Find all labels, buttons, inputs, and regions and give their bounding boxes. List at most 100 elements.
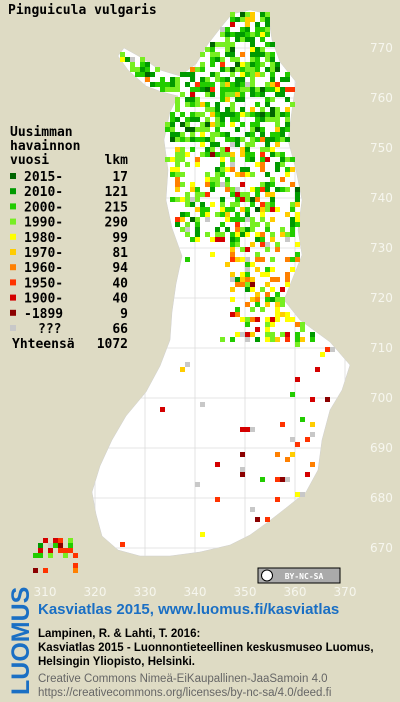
square xyxy=(180,137,185,142)
square xyxy=(190,97,195,102)
square xyxy=(240,87,245,92)
square xyxy=(225,92,230,97)
square xyxy=(215,142,220,147)
legend-label: 1900- xyxy=(24,292,63,307)
license-line[interactable]: https://creativecommons.org/licenses/by-… xyxy=(38,687,331,699)
square xyxy=(290,207,295,212)
legend-count: 290 xyxy=(105,216,129,231)
square xyxy=(280,422,285,427)
square xyxy=(215,237,220,242)
square xyxy=(220,67,225,72)
square xyxy=(250,87,255,92)
square xyxy=(225,207,230,212)
legend-total-label: Yhteensä xyxy=(12,337,75,352)
square xyxy=(285,282,290,287)
square xyxy=(130,67,135,72)
square xyxy=(220,57,225,62)
square xyxy=(255,252,260,257)
square xyxy=(255,52,260,57)
square xyxy=(210,62,215,67)
square xyxy=(300,492,305,497)
square xyxy=(175,222,180,227)
square xyxy=(250,242,255,247)
square xyxy=(235,192,240,197)
square xyxy=(160,77,165,82)
legend-swatch xyxy=(10,203,16,210)
legend-count: 215 xyxy=(105,200,128,215)
square xyxy=(295,187,300,192)
square xyxy=(250,142,255,147)
square xyxy=(270,332,275,337)
legend-swatch xyxy=(10,173,16,179)
square xyxy=(270,217,275,222)
square xyxy=(250,107,255,112)
square xyxy=(210,147,215,152)
square xyxy=(260,27,265,32)
square xyxy=(220,92,225,97)
square xyxy=(260,107,265,112)
square xyxy=(255,222,260,227)
square xyxy=(235,62,240,67)
square xyxy=(170,132,175,137)
square xyxy=(240,167,245,172)
square xyxy=(245,192,250,197)
square xyxy=(185,257,190,262)
legend-swatch xyxy=(10,294,16,301)
square xyxy=(180,367,185,372)
square xyxy=(205,182,210,187)
square xyxy=(240,247,245,252)
square xyxy=(195,227,200,232)
square xyxy=(240,107,245,112)
square xyxy=(265,337,270,342)
square xyxy=(255,327,260,332)
square xyxy=(250,77,255,82)
square xyxy=(290,167,295,172)
square xyxy=(275,307,280,312)
square xyxy=(295,337,300,342)
square xyxy=(180,217,185,222)
square xyxy=(210,182,215,187)
atlas-link[interactable]: Kasviatlas 2015, www.luomus.fi/kasviatla… xyxy=(38,601,339,618)
square xyxy=(215,57,220,62)
square xyxy=(240,272,245,277)
square xyxy=(58,548,63,553)
square xyxy=(250,172,255,177)
square xyxy=(58,543,63,548)
square xyxy=(180,182,185,187)
square xyxy=(240,97,245,102)
square xyxy=(250,297,255,302)
square xyxy=(220,122,225,127)
square xyxy=(225,182,230,187)
square xyxy=(235,222,240,227)
square xyxy=(63,553,68,558)
square xyxy=(245,317,250,322)
square xyxy=(270,132,275,137)
square xyxy=(265,187,270,192)
square xyxy=(225,177,230,182)
legend-label: -1899 xyxy=(24,307,63,322)
square xyxy=(250,132,255,137)
square xyxy=(250,202,255,207)
square xyxy=(235,117,240,122)
square xyxy=(250,282,255,287)
square xyxy=(195,232,200,237)
square xyxy=(280,187,285,192)
square xyxy=(240,17,245,22)
square xyxy=(300,327,305,332)
square xyxy=(250,62,255,67)
square xyxy=(270,297,275,302)
square xyxy=(245,17,250,22)
square xyxy=(270,137,275,142)
square xyxy=(190,102,195,107)
square xyxy=(245,157,250,162)
square xyxy=(255,102,260,107)
square xyxy=(185,102,190,107)
square xyxy=(165,82,170,87)
square xyxy=(175,82,180,87)
y-grid-label: 720 xyxy=(370,291,393,305)
square xyxy=(240,72,245,77)
square xyxy=(210,52,215,57)
square xyxy=(190,237,195,242)
square xyxy=(68,548,73,553)
square xyxy=(120,57,125,62)
